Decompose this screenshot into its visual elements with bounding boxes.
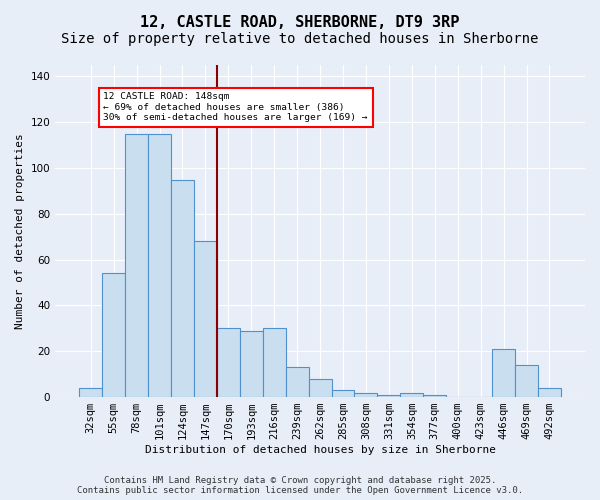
Bar	[217, 328, 240, 397]
Bar	[355, 392, 377, 397]
Y-axis label: Number of detached properties: Number of detached properties	[15, 133, 25, 329]
X-axis label: Distribution of detached houses by size in Sherborne: Distribution of detached houses by size …	[145, 445, 496, 455]
Bar	[125, 134, 148, 397]
Text: 12 CASTLE ROAD: 148sqm
← 69% of detached houses are smaller (386)
30% of semi-de: 12 CASTLE ROAD: 148sqm ← 69% of detached…	[103, 92, 368, 122]
Bar	[377, 395, 400, 397]
Text: 12, CASTLE ROAD, SHERBORNE, DT9 3RP: 12, CASTLE ROAD, SHERBORNE, DT9 3RP	[140, 15, 460, 30]
Bar	[308, 379, 332, 397]
Bar	[492, 349, 515, 397]
Bar	[171, 180, 194, 397]
Bar	[240, 330, 263, 397]
Bar	[423, 395, 446, 397]
Bar	[194, 242, 217, 397]
Bar	[286, 368, 308, 397]
Bar	[102, 274, 125, 397]
Text: Contains HM Land Registry data © Crown copyright and database right 2025.
Contai: Contains HM Land Registry data © Crown c…	[77, 476, 523, 495]
Text: Size of property relative to detached houses in Sherborne: Size of property relative to detached ho…	[61, 32, 539, 46]
Bar	[400, 392, 423, 397]
Bar	[263, 328, 286, 397]
Bar	[79, 388, 102, 397]
Bar	[515, 365, 538, 397]
Bar	[148, 134, 171, 397]
Bar	[332, 390, 355, 397]
Bar	[538, 388, 561, 397]
